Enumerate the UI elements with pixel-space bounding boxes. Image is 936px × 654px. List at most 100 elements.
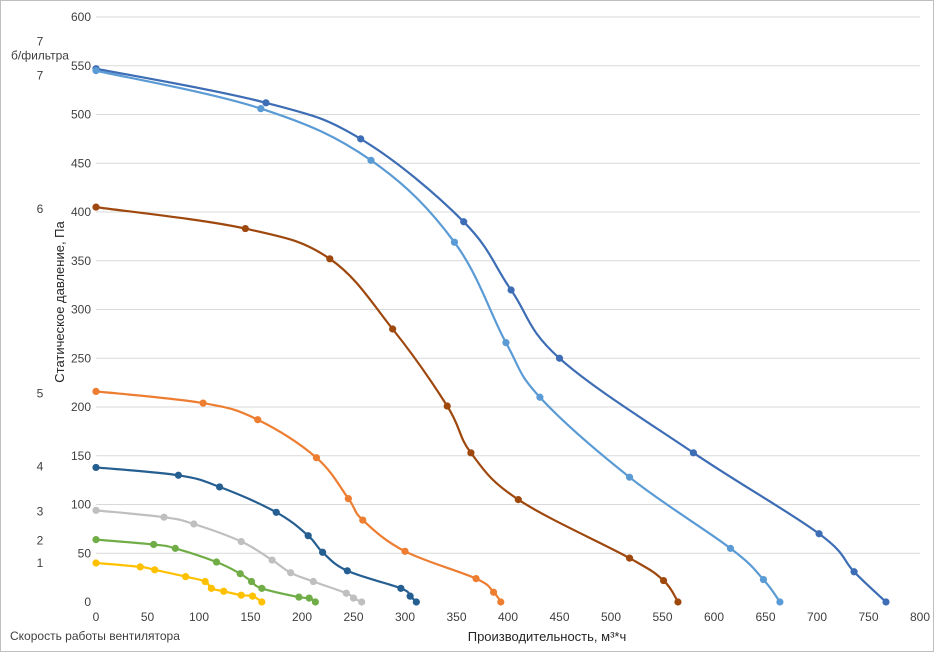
y-tick-label: 350 — [71, 254, 91, 268]
speed-label: 7 — [37, 69, 44, 83]
speed-labels: 7 б/фильтра 7 6 5 4 3 2 1 — [11, 34, 69, 570]
x-tick-label: 200 — [292, 610, 312, 624]
data-point — [258, 598, 266, 606]
x-tick-label: 600 — [704, 610, 724, 624]
data-point — [287, 569, 295, 577]
data-point — [344, 495, 352, 503]
data-point — [257, 105, 265, 113]
data-point — [412, 598, 420, 606]
series-3 — [92, 203, 682, 606]
series-line — [95, 390, 502, 603]
data-point — [776, 598, 784, 606]
x-tick-label: 300 — [395, 610, 415, 624]
y-ticks: 0 50 100 150 200 250 300 350 400 450 500 550 600 — [71, 10, 91, 609]
data-point — [401, 547, 409, 555]
series-line — [95, 538, 317, 603]
data-point — [258, 584, 266, 592]
data-point — [625, 554, 634, 562]
data-point — [254, 416, 262, 424]
data-point — [136, 563, 144, 571]
series-group — [92, 65, 890, 606]
data-point — [237, 537, 245, 546]
speed-label: 7 б/фильтра — [11, 34, 69, 62]
data-point — [309, 577, 317, 586]
data-point — [443, 402, 451, 410]
data-point — [460, 218, 468, 226]
data-point — [342, 589, 350, 597]
speed-label: 2 — [37, 534, 44, 548]
speed-label: 5 — [37, 386, 44, 400]
data-point — [171, 544, 179, 552]
data-point — [207, 584, 215, 592]
data-point — [358, 598, 366, 606]
x-tick-label: 350 — [446, 610, 466, 624]
y-axis-title: Статическое давление, Па — [52, 221, 67, 383]
data-point — [248, 592, 257, 600]
x-tick-label: 0 — [93, 610, 100, 624]
x-tick-label: 800 — [910, 610, 930, 624]
data-point — [397, 584, 405, 592]
speed-label: 4 — [37, 459, 44, 473]
speed-axis-title: Скорость работы вентилятора — [10, 629, 180, 643]
data-point — [450, 238, 459, 246]
x-tick-label: 550 — [652, 610, 672, 624]
series-line — [95, 466, 418, 603]
data-point — [319, 548, 327, 556]
data-point — [674, 598, 682, 606]
y-tick-label: 100 — [71, 498, 91, 512]
series-6 — [92, 506, 366, 606]
y-tick-label: 500 — [71, 108, 91, 122]
series-1 — [92, 65, 890, 606]
y-tick-label: 600 — [71, 10, 91, 24]
data-point — [489, 588, 498, 596]
data-point — [295, 593, 303, 601]
data-point — [216, 483, 224, 491]
data-point — [467, 449, 475, 457]
data-point — [311, 598, 319, 606]
data-point — [268, 556, 276, 564]
x-tick-label: 750 — [858, 610, 878, 624]
y-tick-label: 400 — [71, 205, 91, 219]
data-point — [92, 559, 100, 567]
data-point — [212, 558, 221, 566]
data-point — [160, 513, 168, 521]
data-point — [507, 286, 515, 294]
y-tick-label: 150 — [71, 449, 91, 463]
data-point — [92, 536, 100, 544]
data-point — [92, 506, 100, 514]
data-point — [220, 587, 228, 595]
data-point — [92, 203, 100, 211]
series-2 — [92, 67, 784, 606]
data-point — [326, 255, 334, 263]
series-7 — [92, 536, 319, 606]
y-tick-label: 50 — [78, 546, 92, 560]
data-point — [472, 575, 480, 583]
data-point — [92, 67, 100, 75]
data-point — [389, 325, 397, 333]
data-point — [726, 544, 735, 552]
data-point — [659, 576, 668, 585]
x-tick-label: 500 — [601, 610, 621, 624]
x-tick-label: 700 — [807, 610, 827, 624]
x-tick-label: 450 — [549, 610, 569, 624]
series-8 — [92, 559, 266, 606]
data-point — [236, 570, 244, 578]
data-point — [359, 516, 367, 524]
y-tick-label: 200 — [71, 400, 91, 414]
data-point — [349, 594, 358, 602]
series-line — [95, 509, 363, 603]
data-point — [199, 399, 207, 407]
data-point — [150, 540, 158, 549]
data-point — [625, 473, 634, 481]
data-point — [689, 449, 698, 457]
data-point — [502, 339, 510, 347]
data-point — [312, 454, 321, 462]
series-line — [95, 67, 887, 603]
data-point — [304, 532, 312, 540]
data-point — [514, 496, 522, 504]
data-point — [343, 567, 351, 575]
data-point — [305, 594, 313, 602]
x-tick-label: 100 — [189, 610, 209, 624]
series-5 — [92, 463, 420, 606]
